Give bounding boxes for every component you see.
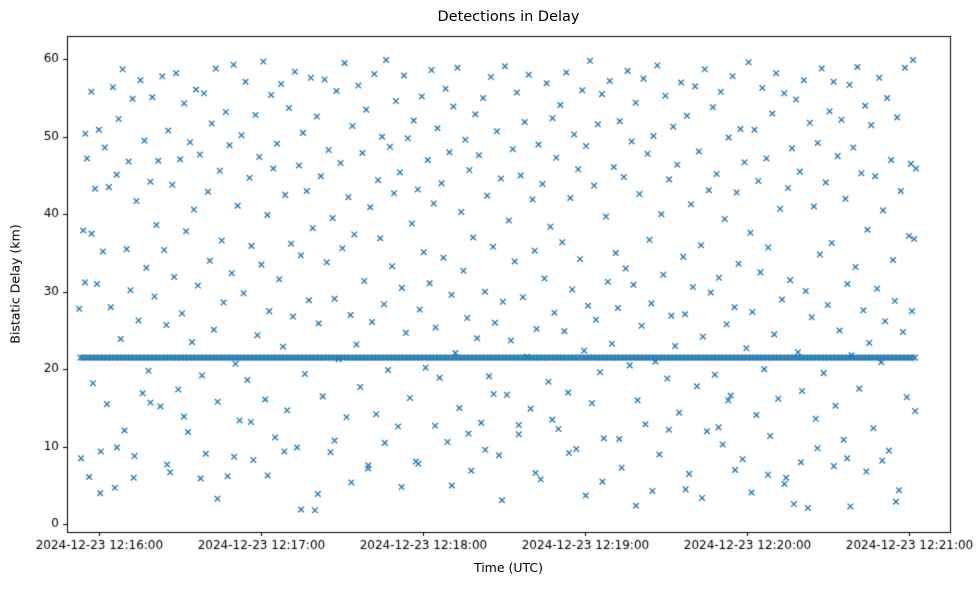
chart-title: Detections in Delay bbox=[437, 9, 580, 25]
x-axis-label: Time (UTC) bbox=[473, 560, 544, 575]
y-axis-label: Bistatic Delay (km) bbox=[7, 224, 23, 344]
